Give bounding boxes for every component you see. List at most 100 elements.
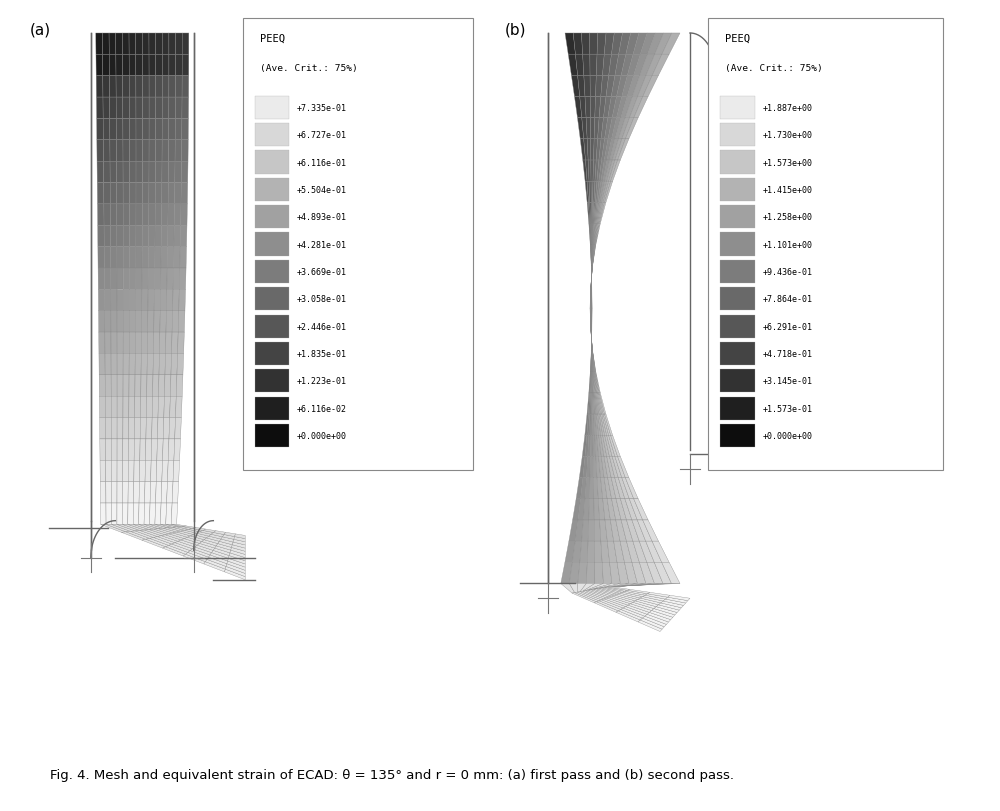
Polygon shape — [573, 499, 581, 521]
Polygon shape — [188, 551, 209, 560]
Polygon shape — [173, 290, 179, 311]
Polygon shape — [116, 119, 123, 140]
Polygon shape — [591, 267, 592, 288]
Polygon shape — [607, 597, 631, 606]
Polygon shape — [166, 311, 173, 333]
Polygon shape — [104, 183, 110, 204]
Polygon shape — [592, 351, 593, 372]
Polygon shape — [586, 563, 595, 584]
Polygon shape — [590, 457, 594, 478]
Polygon shape — [583, 499, 589, 521]
Polygon shape — [615, 55, 626, 76]
Polygon shape — [117, 418, 123, 440]
Polygon shape — [97, 204, 104, 226]
Polygon shape — [616, 611, 640, 622]
Polygon shape — [142, 268, 148, 290]
Polygon shape — [111, 418, 117, 440]
Polygon shape — [606, 76, 615, 97]
Polygon shape — [122, 525, 145, 531]
Text: (Ave. Crit.: 75%): (Ave. Crit.: 75%) — [725, 63, 823, 72]
Polygon shape — [178, 311, 185, 333]
Polygon shape — [176, 34, 182, 55]
Polygon shape — [598, 393, 603, 414]
Polygon shape — [147, 333, 154, 354]
Polygon shape — [122, 55, 129, 76]
Polygon shape — [204, 539, 219, 544]
Polygon shape — [167, 247, 174, 268]
Polygon shape — [599, 393, 605, 414]
Polygon shape — [590, 97, 596, 118]
Polygon shape — [216, 544, 232, 551]
Polygon shape — [601, 457, 608, 478]
Text: +4.281e-01: +4.281e-01 — [297, 240, 347, 249]
Polygon shape — [129, 311, 136, 333]
Polygon shape — [129, 397, 135, 418]
Polygon shape — [587, 542, 595, 563]
Polygon shape — [595, 225, 599, 246]
Polygon shape — [599, 139, 605, 161]
Polygon shape — [128, 504, 134, 525]
Polygon shape — [612, 499, 621, 521]
Polygon shape — [632, 563, 646, 584]
Polygon shape — [611, 76, 621, 97]
Polygon shape — [106, 461, 111, 482]
Polygon shape — [117, 290, 123, 311]
Polygon shape — [588, 590, 612, 597]
Polygon shape — [169, 544, 190, 553]
Polygon shape — [603, 499, 610, 521]
Polygon shape — [592, 414, 595, 436]
Polygon shape — [109, 76, 116, 98]
Polygon shape — [609, 436, 618, 457]
Polygon shape — [588, 436, 591, 457]
Polygon shape — [160, 525, 177, 528]
Polygon shape — [134, 461, 140, 482]
Polygon shape — [575, 521, 583, 542]
Polygon shape — [607, 161, 615, 182]
Polygon shape — [599, 588, 622, 594]
Polygon shape — [592, 225, 593, 246]
Polygon shape — [146, 418, 152, 440]
Polygon shape — [146, 539, 169, 547]
Polygon shape — [596, 203, 601, 225]
Polygon shape — [194, 534, 209, 539]
Polygon shape — [608, 97, 617, 118]
Polygon shape — [581, 478, 586, 499]
Polygon shape — [591, 267, 592, 288]
Polygon shape — [143, 119, 149, 140]
Polygon shape — [105, 333, 111, 354]
Polygon shape — [595, 97, 601, 118]
Polygon shape — [203, 530, 216, 533]
Polygon shape — [173, 247, 180, 268]
Polygon shape — [105, 397, 111, 418]
Text: +6.727e-01: +6.727e-01 — [297, 131, 347, 140]
Bar — [255, 424, 289, 448]
Polygon shape — [595, 372, 599, 393]
Text: +1.835e-01: +1.835e-01 — [297, 350, 347, 358]
Polygon shape — [229, 553, 245, 561]
Polygon shape — [156, 98, 162, 119]
Polygon shape — [224, 533, 235, 537]
Polygon shape — [178, 333, 184, 354]
Polygon shape — [574, 97, 582, 118]
Polygon shape — [638, 599, 661, 605]
Polygon shape — [594, 414, 597, 436]
Polygon shape — [134, 440, 140, 461]
Polygon shape — [185, 530, 200, 534]
Polygon shape — [609, 457, 618, 478]
Polygon shape — [569, 521, 578, 542]
Polygon shape — [172, 311, 179, 333]
Text: +4.893e-01: +4.893e-01 — [297, 213, 347, 222]
Polygon shape — [597, 161, 602, 182]
Polygon shape — [149, 204, 155, 226]
Polygon shape — [99, 354, 105, 375]
Polygon shape — [618, 118, 629, 139]
Polygon shape — [142, 226, 149, 247]
Polygon shape — [616, 499, 627, 521]
Polygon shape — [175, 119, 182, 140]
Polygon shape — [129, 418, 135, 440]
Polygon shape — [142, 247, 149, 268]
Polygon shape — [591, 393, 592, 414]
Polygon shape — [609, 596, 633, 604]
Polygon shape — [97, 183, 104, 204]
Polygon shape — [629, 499, 643, 521]
